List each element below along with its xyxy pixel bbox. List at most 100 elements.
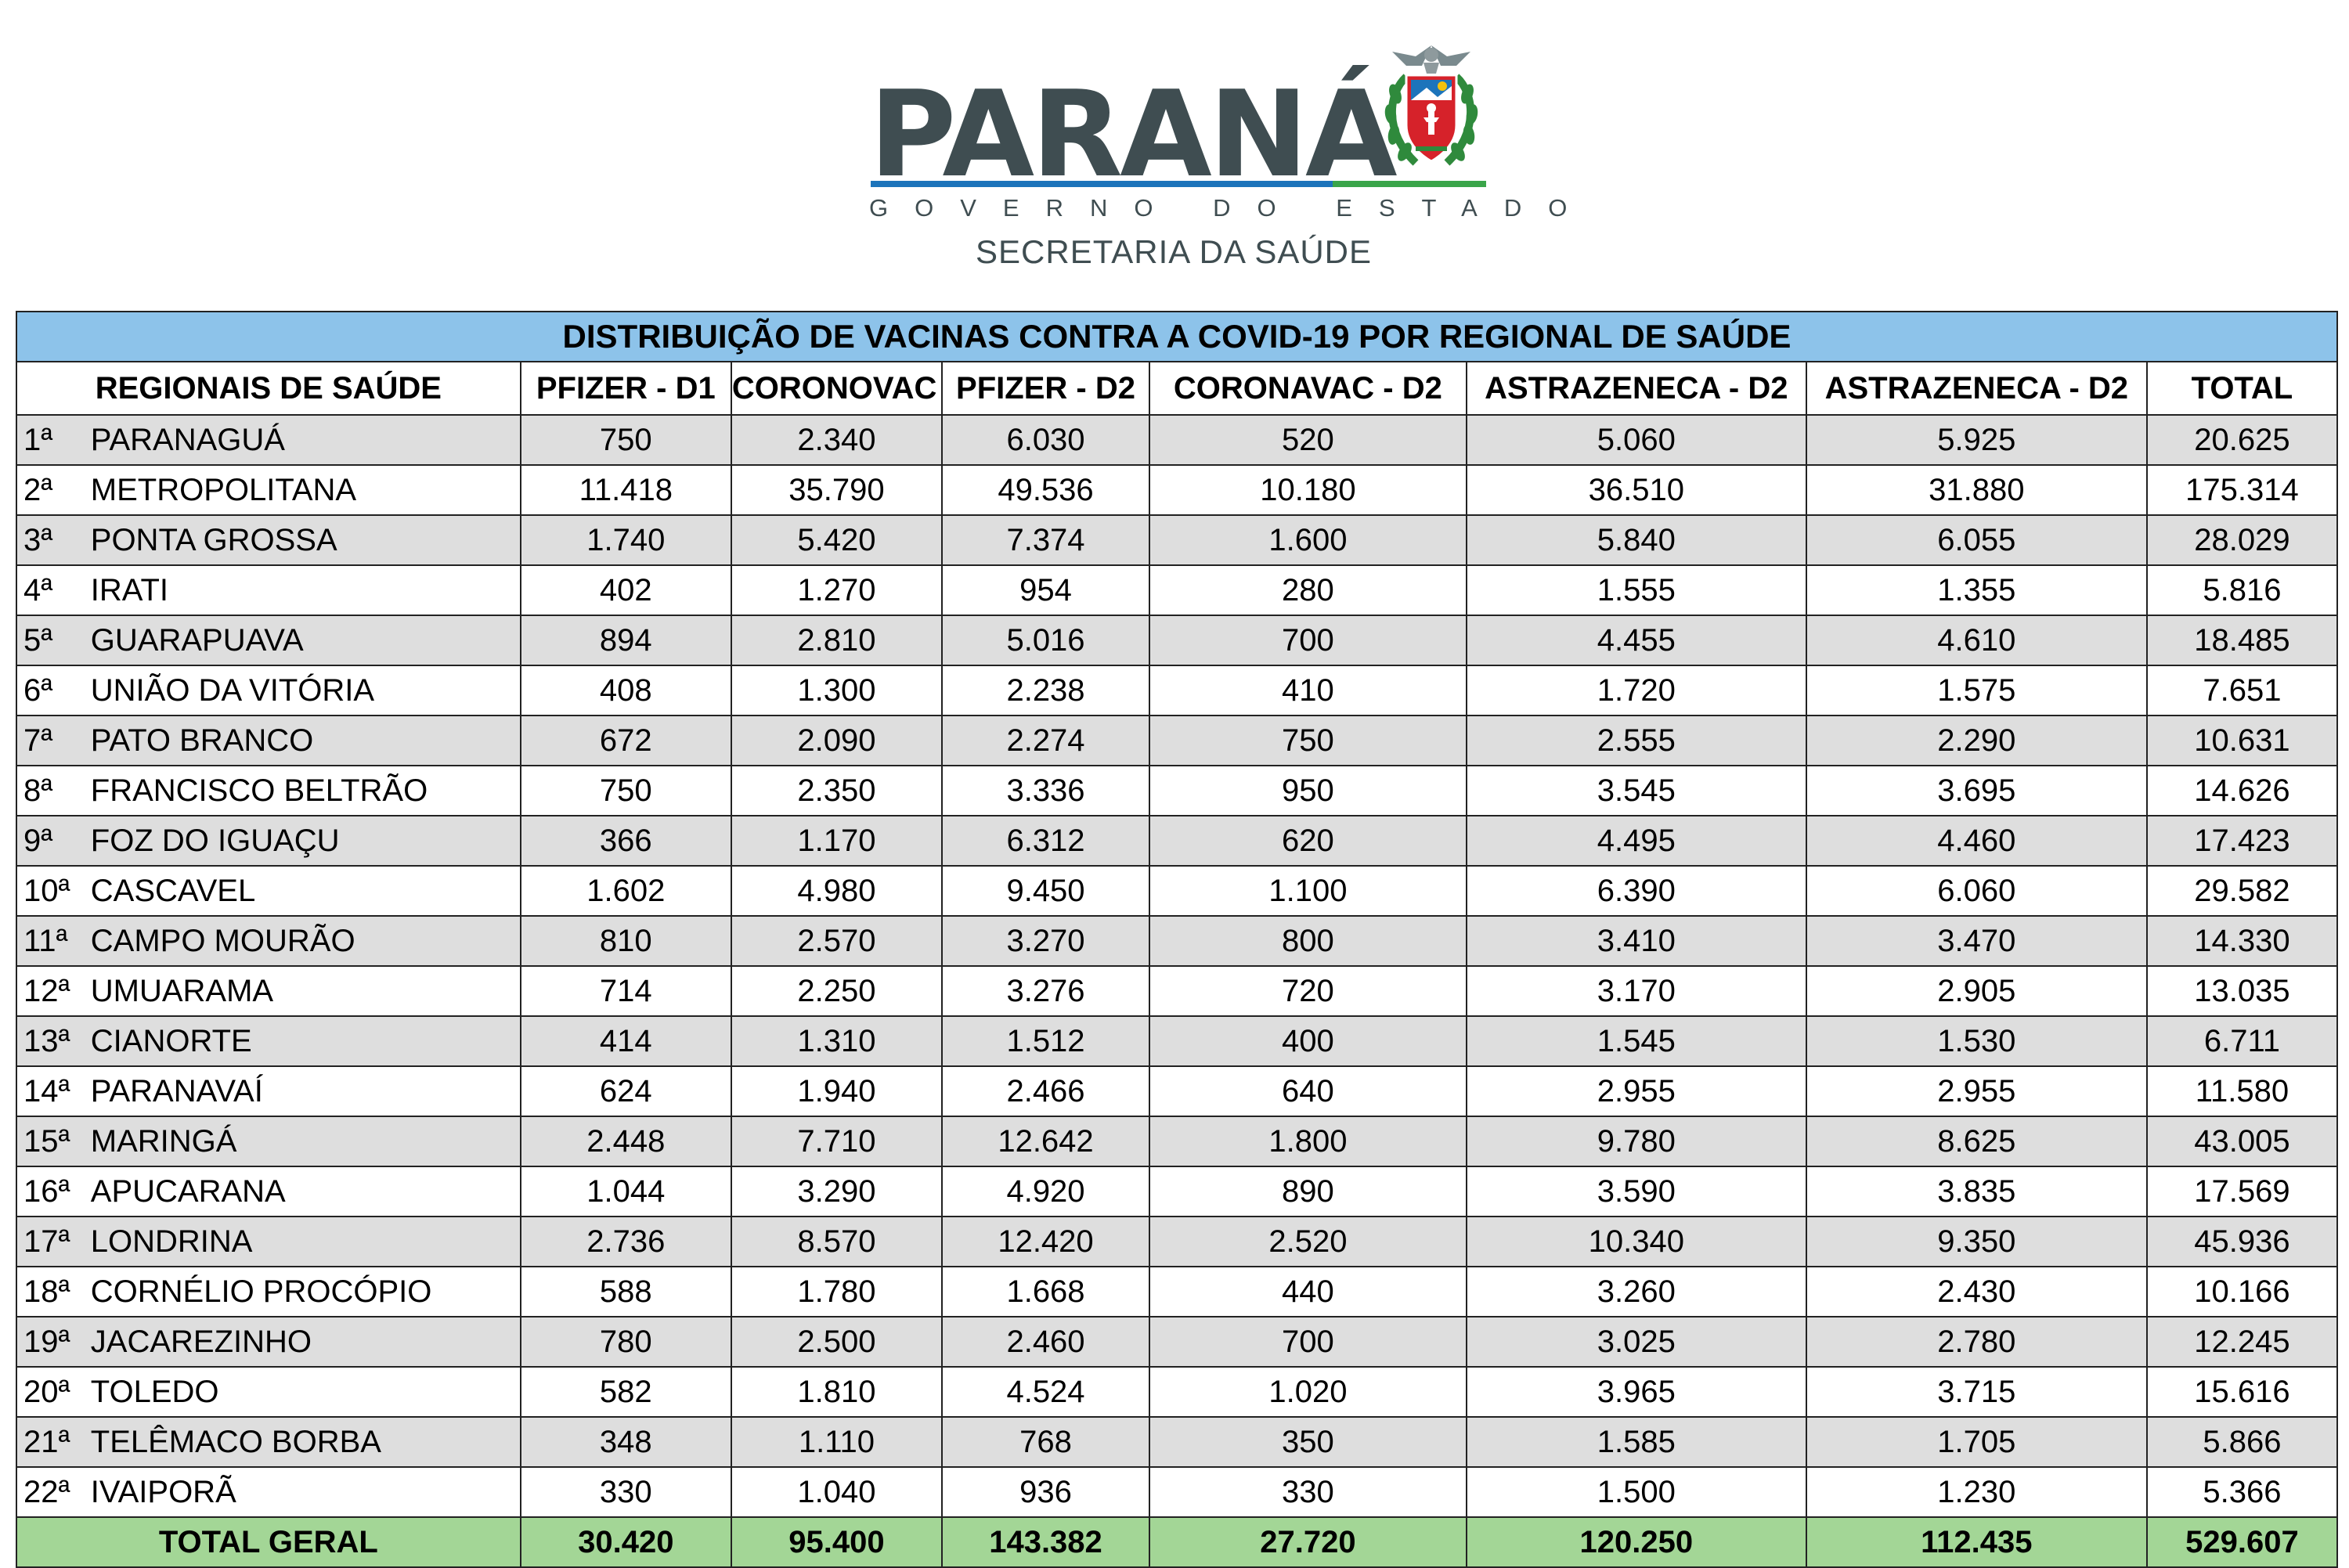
- regional-number: 7ª: [16, 715, 88, 766]
- value-cell: 2.736: [519, 1216, 732, 1267]
- regional-name: PONTA GROSSA: [87, 514, 521, 566]
- table-row: 11ª CAMPO MOURÃO 810 2.570 3.270 800 3.410 3.47…: [16, 915, 2339, 967]
- value-cell: 9.780: [1465, 1116, 1807, 1167]
- value-cell: 3.336: [941, 765, 1150, 816]
- regional-name: MARINGÁ: [87, 1116, 521, 1167]
- value-cell: 5.366: [2145, 1466, 2339, 1518]
- value-cell: 4.610: [1805, 615, 2148, 666]
- value-cell: 750: [1149, 715, 1467, 766]
- value-cell: 1.800: [1149, 1116, 1467, 1167]
- value-cell: 1.555: [1465, 564, 1807, 616]
- value-cell: 7.374: [941, 514, 1150, 566]
- value-cell: 2.780: [1805, 1316, 2148, 1368]
- regional-number: 6ª: [16, 665, 88, 716]
- value-cell: 350: [1149, 1416, 1467, 1468]
- value-cell: 12.642: [941, 1116, 1150, 1167]
- value-cell: 175.314: [2145, 464, 2339, 516]
- value-cell: 1.705: [1805, 1416, 2148, 1468]
- regional-number: 8ª: [16, 765, 88, 816]
- value-cell: 6.060: [1805, 865, 2148, 917]
- value-cell: 2.090: [730, 715, 944, 766]
- column-header: PFIZER - D2: [941, 361, 1150, 416]
- regional-name: GUARAPUAVA: [87, 615, 521, 666]
- total-cell: 120.250: [1465, 1516, 1807, 1568]
- value-cell: 3.276: [941, 965, 1150, 1017]
- value-cell: 1.270: [730, 564, 944, 616]
- value-cell: 1.355: [1805, 564, 2148, 616]
- value-cell: 750: [519, 414, 732, 466]
- value-cell: 1.110: [730, 1416, 944, 1468]
- regional-name: UNIÃO DA VITÓRIA: [87, 665, 521, 716]
- regional-number: 14ª: [16, 1065, 88, 1117]
- value-cell: 1.500: [1465, 1466, 1807, 1518]
- total-cell: 529.607: [2145, 1516, 2339, 1568]
- value-cell: 348: [519, 1416, 732, 1468]
- regional-number: 10ª: [16, 865, 88, 917]
- value-cell: 1.810: [730, 1366, 944, 1418]
- value-cell: 4.920: [941, 1166, 1150, 1217]
- value-cell: 936: [941, 1466, 1150, 1518]
- value-cell: 768: [941, 1416, 1150, 1468]
- value-cell: 800: [1149, 915, 1467, 967]
- value-cell: 2.955: [1805, 1065, 2148, 1117]
- value-cell: 35.790: [730, 464, 944, 516]
- regional-name: METROPOLITANA: [87, 464, 521, 516]
- regional-name: FRANCISCO BELTRÃO: [87, 765, 521, 816]
- value-cell: 720: [1149, 965, 1467, 1017]
- regional-number: 12ª: [16, 965, 88, 1017]
- value-cell: 750: [519, 765, 732, 816]
- value-cell: 1.940: [730, 1065, 944, 1117]
- value-cell: 3.965: [1465, 1366, 1807, 1418]
- value-cell: 8.625: [1805, 1116, 2148, 1167]
- value-cell: 6.312: [941, 815, 1150, 867]
- value-cell: 11.580: [2145, 1065, 2339, 1117]
- value-cell: 2.340: [730, 414, 944, 466]
- value-cell: 410: [1149, 665, 1467, 716]
- value-cell: 672: [519, 715, 732, 766]
- value-cell: 2.905: [1805, 965, 2148, 1017]
- value-cell: 890: [1149, 1166, 1467, 1217]
- regional-number: 21ª: [16, 1416, 88, 1468]
- regional-name: PATO BRANCO: [87, 715, 521, 766]
- regional-number: 17ª: [16, 1216, 88, 1267]
- value-cell: 29.582: [2145, 865, 2339, 917]
- value-cell: 2.555: [1465, 715, 1807, 766]
- value-cell: 5.016: [941, 615, 1150, 666]
- value-cell: 3.290: [730, 1166, 944, 1217]
- value-cell: 1.100: [1149, 865, 1467, 917]
- value-cell: 45.936: [2145, 1216, 2339, 1267]
- value-cell: 1.740: [519, 514, 732, 566]
- column-header: REGIONAIS DE SAÚDE: [16, 361, 521, 416]
- value-cell: 5.060: [1465, 414, 1807, 466]
- regional-number: 9ª: [16, 815, 88, 867]
- value-cell: 5.925: [1805, 414, 2148, 466]
- value-cell: 700: [1149, 615, 1467, 666]
- value-cell: 2.520: [1149, 1216, 1467, 1267]
- brand-bar-blue: [871, 181, 1333, 187]
- value-cell: 14.626: [2145, 765, 2339, 816]
- value-cell: 408: [519, 665, 732, 716]
- value-cell: 440: [1149, 1266, 1467, 1317]
- value-cell: 3.270: [941, 915, 1150, 967]
- value-cell: 3.590: [1465, 1166, 1807, 1217]
- regional-number: 11ª: [16, 915, 88, 967]
- value-cell: 20.625: [2145, 414, 2339, 466]
- value-cell: 17.423: [2145, 815, 2339, 867]
- table-row: 6ª UNIÃO DA VITÓRIA 408 1.300 2.238 410 1.720 1…: [16, 665, 2339, 716]
- value-cell: 1.720: [1465, 665, 1807, 716]
- value-cell: 5.840: [1465, 514, 1807, 566]
- regional-number: 22ª: [16, 1466, 88, 1518]
- value-cell: 3.170: [1465, 965, 1807, 1017]
- value-cell: 3.470: [1805, 915, 2148, 967]
- value-cell: 5.816: [2145, 564, 2339, 616]
- value-cell: 588: [519, 1266, 732, 1317]
- value-cell: 330: [1149, 1466, 1467, 1518]
- value-cell: 1.780: [730, 1266, 944, 1317]
- column-header: TOTAL: [2145, 361, 2339, 416]
- total-cell: 112.435: [1805, 1516, 2148, 1568]
- value-cell: 4.460: [1805, 815, 2148, 867]
- table-row: 14ª PARANAVAÍ 624 1.940 2.466 640 2.955 2.955 11…: [16, 1065, 2339, 1117]
- value-cell: 10.166: [2145, 1266, 2339, 1317]
- regional-name: PARANAGUÁ: [87, 414, 521, 466]
- table-body: 1ª PARANAGUÁ 750 2.340 6.030 520 5.060 5.925 20.…: [16, 414, 2339, 1518]
